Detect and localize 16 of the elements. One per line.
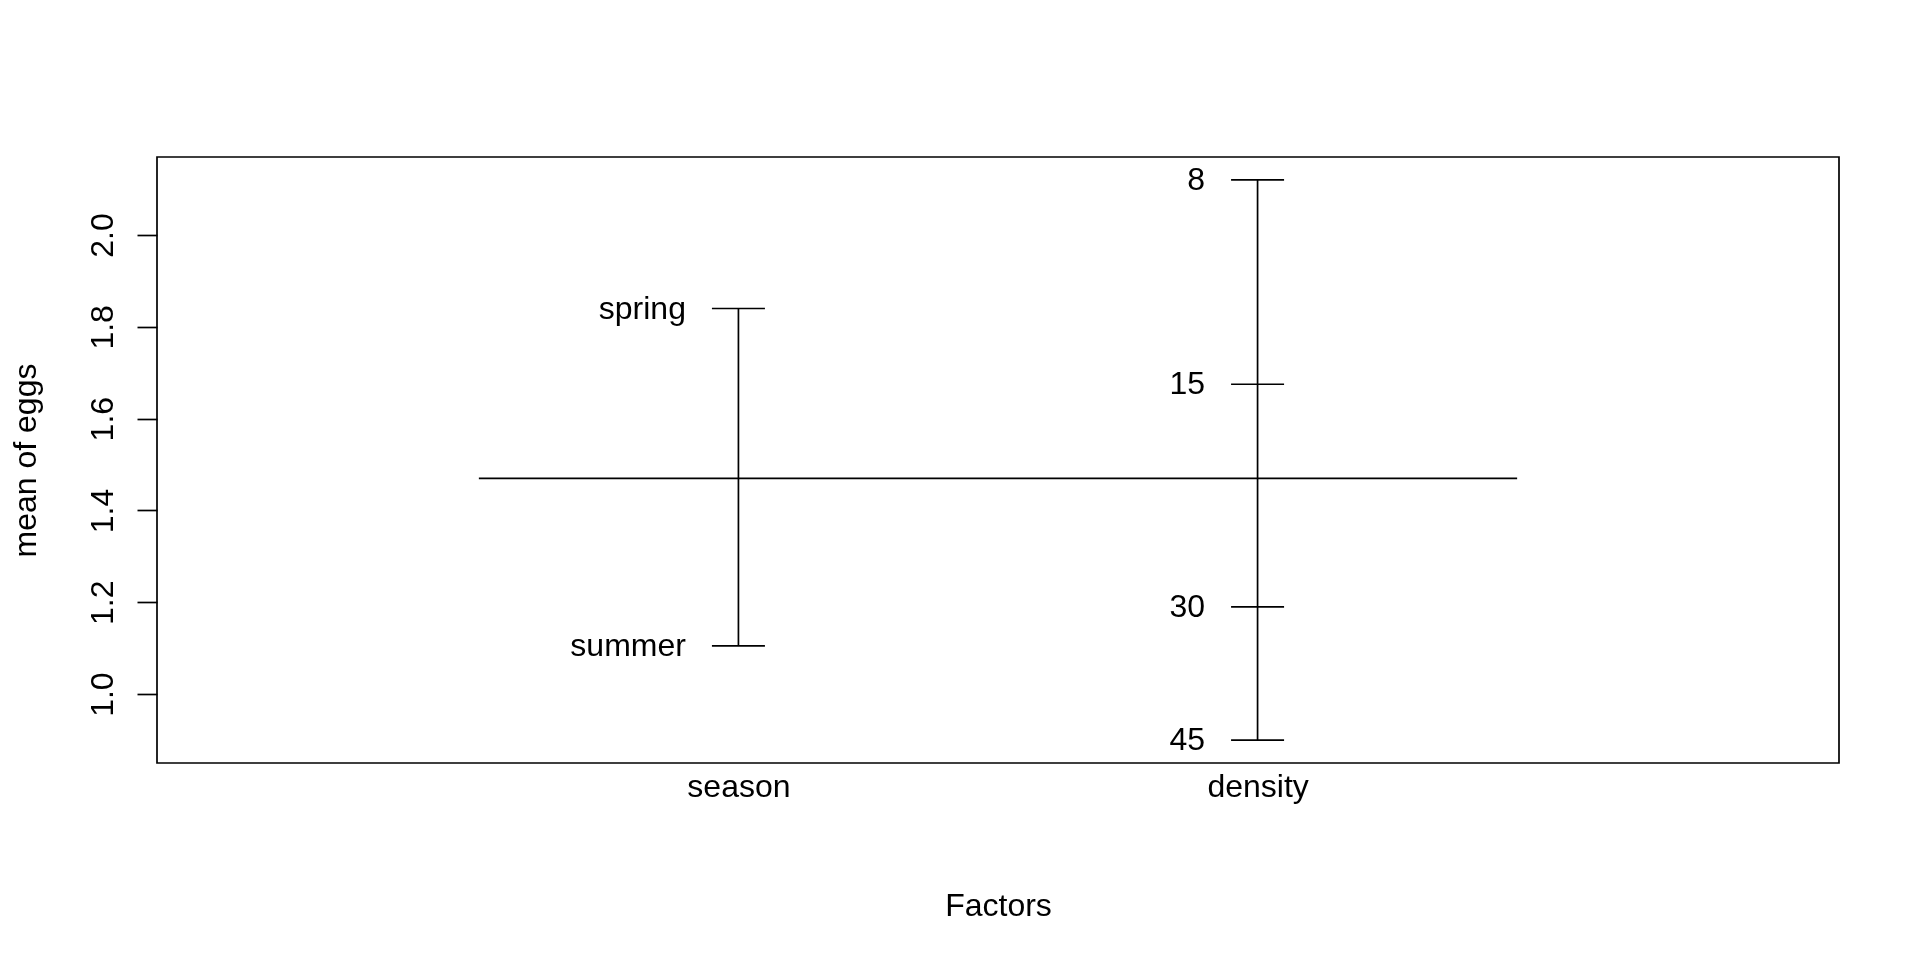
x-axis-title: Factors xyxy=(945,886,1052,923)
y-tick-label: 2.0 xyxy=(83,213,120,258)
x-tick-label: density xyxy=(1207,767,1309,804)
x-tick-label: season xyxy=(687,767,791,804)
annotation: summer xyxy=(570,626,687,663)
y-tick-label: 1.4 xyxy=(83,488,120,534)
annotation: 15 xyxy=(1169,365,1206,402)
annotation: spring xyxy=(598,289,686,326)
y-tick-label: 1.6 xyxy=(83,396,120,442)
y-axis-title: mean of eggs xyxy=(6,363,43,558)
annotation: 30 xyxy=(1169,587,1206,624)
y-tick-label: 1.0 xyxy=(83,672,120,717)
annotation: 45 xyxy=(1169,721,1206,758)
annotation: 8 xyxy=(1187,160,1206,197)
y-tick-label: 1.2 xyxy=(83,580,120,626)
y-tick-label: 1.8 xyxy=(83,305,120,350)
